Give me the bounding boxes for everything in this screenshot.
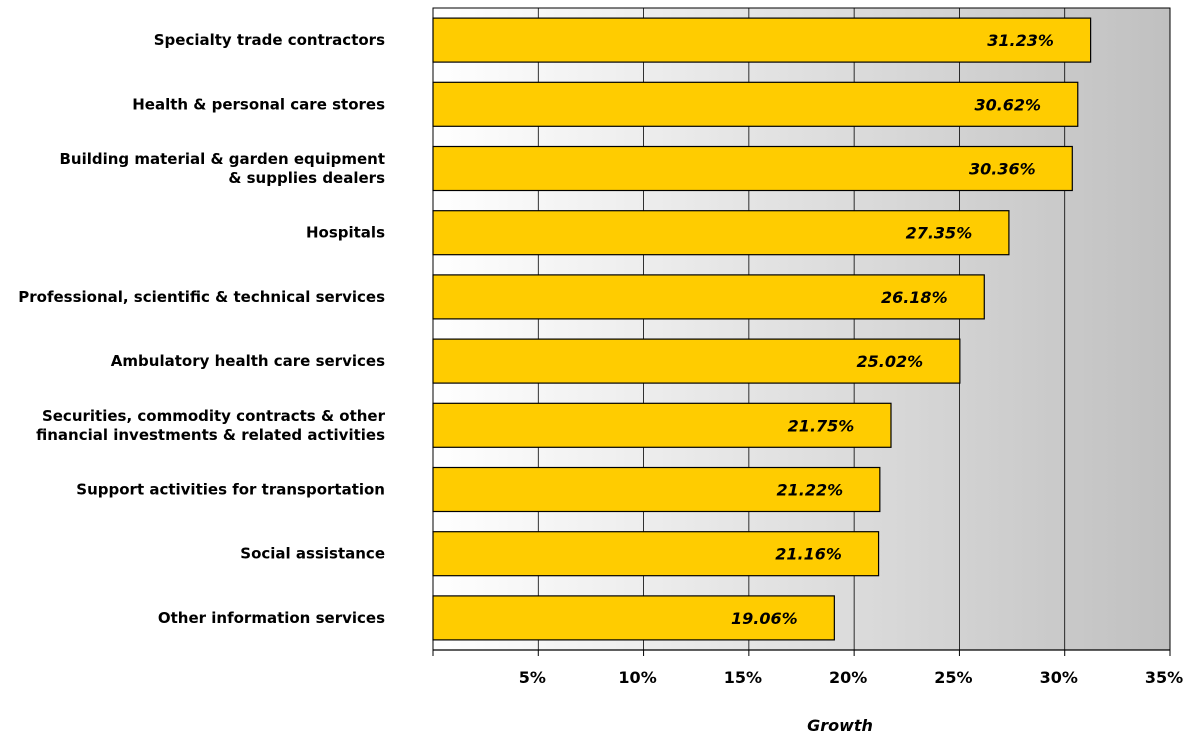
tick-label: 15% bbox=[724, 668, 762, 687]
data-label: 27.35% bbox=[906, 224, 973, 243]
category-label: & supplies dealers bbox=[228, 169, 385, 187]
tick-label: 5% bbox=[519, 668, 546, 687]
category-label: Specialty trade contractors bbox=[154, 31, 385, 49]
data-label: 26.18% bbox=[881, 288, 948, 307]
category-label: Building material & garden equipment bbox=[59, 150, 385, 168]
tick-label: 25% bbox=[934, 668, 972, 687]
category-label: Ambulatory health care services bbox=[111, 352, 385, 370]
bar bbox=[432, 81, 1079, 127]
category-label: Securities, commodity contracts & other bbox=[42, 407, 386, 425]
tick-label: 10% bbox=[618, 668, 656, 687]
x-axis: 5% 10% 15% 20% 25% 30% 35% bbox=[432, 649, 1183, 687]
bar bbox=[432, 402, 892, 448]
category-label: Health & personal care stores bbox=[132, 95, 385, 113]
bar bbox=[432, 210, 1010, 256]
data-label: 31.23% bbox=[987, 31, 1054, 50]
bar bbox=[432, 145, 1073, 192]
category-label: Other information services bbox=[158, 609, 385, 627]
tick-label: 20% bbox=[829, 668, 867, 687]
data-label: 30.36% bbox=[969, 160, 1036, 179]
data-label: 21.22% bbox=[777, 481, 844, 500]
bar bbox=[432, 338, 961, 384]
category-label: Support activities for transportation bbox=[76, 481, 385, 499]
category-label: financial investments & related activiti… bbox=[36, 426, 385, 444]
data-label: 19.06% bbox=[731, 609, 798, 628]
bar bbox=[432, 595, 835, 641]
bar bbox=[432, 466, 881, 513]
data-label: 25.02% bbox=[857, 352, 924, 371]
category-labels: Specialty trade contractors Health & pers… bbox=[18, 31, 385, 627]
data-label: 21.75% bbox=[788, 416, 855, 435]
tick-label: 30% bbox=[1040, 668, 1078, 687]
data-label: 30.62% bbox=[974, 95, 1041, 114]
bar bbox=[432, 17, 1092, 63]
bar bbox=[432, 531, 880, 577]
bar bbox=[432, 274, 985, 320]
category-label: Professional, scientific & technical ser… bbox=[18, 288, 385, 306]
bars: 31.23% 30.62% 30.36% 27.35% 26.18% 25.02% 21.7… bbox=[432, 17, 1092, 641]
x-axis-title: Growth bbox=[807, 716, 873, 735]
category-label: Hospitals bbox=[306, 224, 385, 242]
category-label: Social assistance bbox=[240, 545, 385, 563]
tick-label: 35% bbox=[1145, 668, 1183, 687]
data-label: 21.16% bbox=[775, 545, 842, 564]
